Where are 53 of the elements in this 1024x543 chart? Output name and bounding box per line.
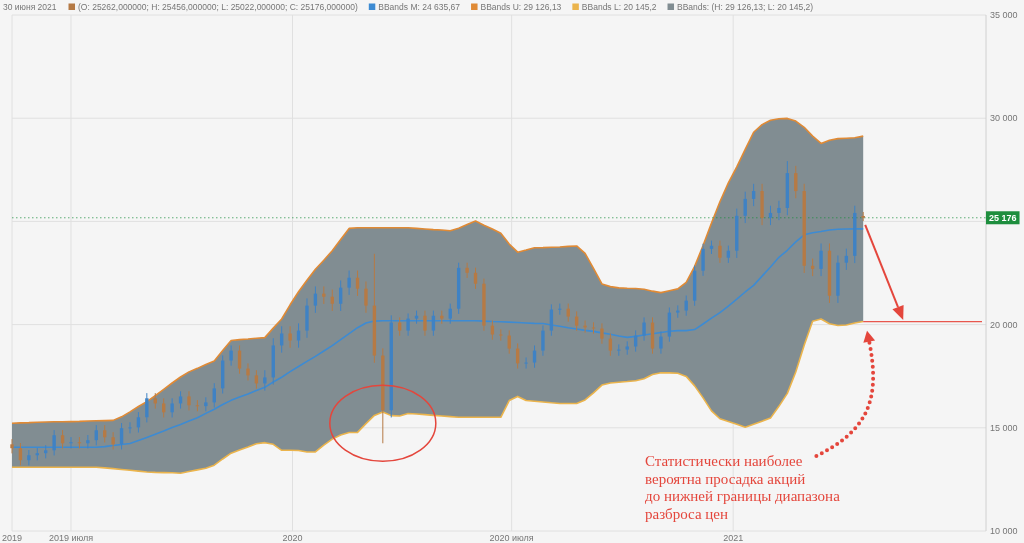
x-tick-label: 2020: [282, 533, 303, 543]
candlestick: [600, 322, 604, 345]
y-tick-label: 15 000: [990, 422, 1018, 433]
x-tick-label: 2020 июля: [489, 533, 534, 543]
legend-label: BBands L: 20 145,2: [581, 2, 657, 12]
candlestick: [10, 438, 14, 454]
candlestick: [701, 243, 705, 277]
candlestick: [347, 270, 351, 296]
candlestick: [844, 248, 849, 271]
candlestick: [263, 369, 267, 392]
candlestick: [69, 436, 73, 449]
candlestick: [229, 344, 233, 367]
candlestick: [423, 310, 427, 337]
candlestick: [718, 240, 722, 264]
candlestick: [465, 262, 469, 279]
legend-title: 30 июня 2021: [3, 2, 57, 12]
legend-label: BBands U: 29 126,13: [480, 2, 562, 12]
candlestick: [170, 397, 174, 418]
y-tick-label: 35 000: [990, 10, 1018, 20]
x-tick-label: 2019: [1, 533, 23, 543]
candlestick: [288, 325, 292, 349]
candlestick: [499, 328, 503, 342]
y-tick-label: 20 000: [990, 319, 1018, 330]
candlestick: [524, 356, 528, 370]
candlestick: [52, 429, 56, 456]
candlestick: [162, 397, 166, 418]
candlestick: [490, 319, 495, 341]
candlestick: [777, 200, 781, 221]
line-series: [11, 318, 864, 475]
x-tick-label: 2019 июля: [48, 533, 94, 543]
y-tick-label: 10 000: [990, 526, 1018, 536]
candlestick: [128, 421, 132, 434]
candlestick: [111, 431, 115, 450]
candlestick: [541, 324, 545, 357]
annotation: Статистически наиболее вероятна просадка акций до нижней границы диапазона разброса цен: [645, 453, 841, 522]
candlestick: [187, 390, 191, 411]
candlestick: [642, 316, 646, 342]
candlestick: [819, 242, 823, 277]
candlestick: [558, 303, 562, 316]
candlestick: [195, 399, 200, 412]
candlestick: [591, 321, 596, 335]
candlestick: [659, 330, 663, 355]
legend-label: (O: 25262,000000; H: 25456,000000; L: 25022,000000; C: 25176,000000): [78, 2, 358, 12]
candlestick: [406, 312, 410, 337]
x-tick-label: 2021: [723, 533, 744, 543]
candlestick: [364, 280, 368, 314]
text: BBands: (H: 29 126,13; L: 20 145,2): [677, 2, 814, 12]
candlestick: [246, 362, 250, 382]
ref-line-label: 25 176: [989, 212, 1017, 223]
legend-label: BBands M: 24 635,67: [378, 2, 461, 12]
candlestick: [27, 449, 31, 466]
y-tick-label: 30 000: [990, 113, 1018, 124]
candlestick: [145, 392, 149, 423]
